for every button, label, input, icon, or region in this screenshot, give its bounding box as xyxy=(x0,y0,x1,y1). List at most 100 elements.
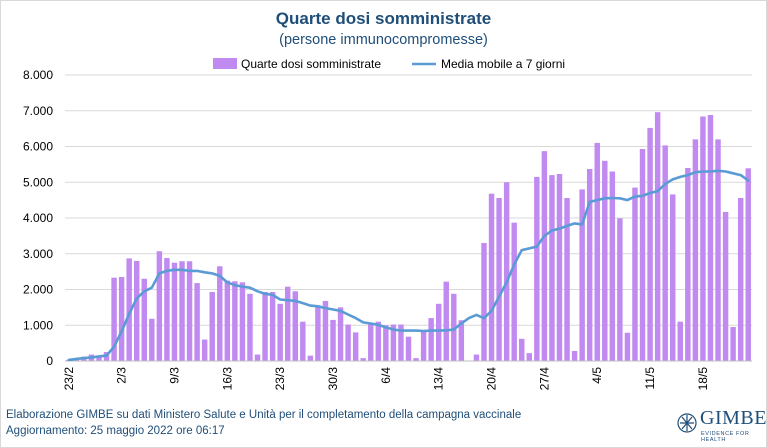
bar xyxy=(685,167,691,361)
y-tick-label: 8.000 xyxy=(23,68,53,82)
bar xyxy=(149,318,155,361)
bar xyxy=(315,307,321,361)
bar xyxy=(413,358,419,361)
x-tick-label: 11/5 xyxy=(643,367,657,390)
moving-average-line xyxy=(67,169,750,362)
bar xyxy=(375,321,382,361)
bar xyxy=(662,145,668,361)
bar xyxy=(126,258,132,361)
bar xyxy=(277,303,283,361)
x-tick-label: 6/4 xyxy=(379,367,393,384)
bar xyxy=(617,218,623,361)
bar xyxy=(722,211,729,361)
bar xyxy=(134,260,140,361)
bar xyxy=(609,171,616,361)
bar xyxy=(624,332,631,361)
bar xyxy=(549,175,555,361)
bar xyxy=(737,197,744,361)
y-tick-label: 6.000 xyxy=(23,140,53,154)
y-tick-label: 2.000 xyxy=(23,283,53,297)
bar xyxy=(526,353,533,361)
bar xyxy=(164,258,170,361)
bar xyxy=(307,355,314,361)
footer-source: Elaborazione GIMBE su dati Ministero Sal… xyxy=(6,409,522,421)
bar xyxy=(564,197,570,361)
bar xyxy=(141,278,147,361)
bar xyxy=(654,112,661,362)
bar xyxy=(481,243,487,361)
bar xyxy=(670,194,676,361)
bar xyxy=(269,292,276,361)
bar xyxy=(284,286,291,361)
x-tick-label: 23/2 xyxy=(62,367,76,391)
x-tick-label: 18/5 xyxy=(696,367,710,391)
bar xyxy=(96,355,102,361)
bar xyxy=(647,127,653,361)
bar xyxy=(571,350,578,361)
bar xyxy=(368,323,374,361)
bar xyxy=(707,115,714,361)
y-tick-label: 5.000 xyxy=(23,175,53,189)
bar xyxy=(360,358,366,361)
gimbe-logo-icon xyxy=(677,413,697,433)
y-tick-label: 0 xyxy=(46,354,53,368)
bar xyxy=(118,276,125,361)
bar xyxy=(383,325,389,361)
x-tick-label: 2/3 xyxy=(115,367,129,384)
bar xyxy=(337,307,344,361)
bar xyxy=(435,303,442,361)
bar xyxy=(496,197,502,361)
x-tick-label: 20/4 xyxy=(485,367,499,391)
bar xyxy=(405,336,412,361)
bar xyxy=(700,116,706,361)
bar xyxy=(209,292,215,361)
bar xyxy=(632,187,638,361)
bar xyxy=(602,160,608,361)
bar xyxy=(511,222,517,361)
bar xyxy=(473,354,480,361)
y-tick-label: 1.000 xyxy=(23,318,53,332)
bar xyxy=(534,176,540,361)
x-tick-label: 23/3 xyxy=(273,367,287,391)
bar xyxy=(186,261,193,361)
legend-label-bars: Quarte dosi somministrate xyxy=(241,57,381,71)
bar xyxy=(254,354,261,361)
bar xyxy=(677,321,683,361)
bar xyxy=(232,281,238,361)
bar xyxy=(488,193,495,361)
legend-label-line: Media mobile a 7 giorni xyxy=(441,57,565,71)
y-tick-label: 7.000 xyxy=(23,104,53,118)
bar xyxy=(300,321,306,361)
bar xyxy=(594,142,600,361)
bar xyxy=(322,300,329,361)
bar xyxy=(458,320,465,361)
x-tick-label: 30/3 xyxy=(326,367,340,391)
x-tick-label: 27/4 xyxy=(537,367,551,391)
bar xyxy=(519,338,525,361)
bar xyxy=(390,324,397,361)
bar xyxy=(451,293,457,361)
bar xyxy=(217,266,223,361)
logo-text: GIMBE xyxy=(700,407,767,429)
bar xyxy=(179,261,185,361)
y-tick-label: 4.000 xyxy=(23,211,53,225)
bar xyxy=(345,324,351,361)
bar xyxy=(443,281,449,361)
bar xyxy=(398,324,404,361)
x-tick-label: 9/3 xyxy=(167,367,181,384)
x-tick-label: 16/3 xyxy=(220,367,234,391)
bar xyxy=(201,339,208,361)
bar xyxy=(330,319,336,361)
bar xyxy=(586,169,593,361)
bar xyxy=(224,280,231,361)
bar xyxy=(352,332,359,361)
bar xyxy=(730,327,736,361)
bar xyxy=(156,251,163,361)
bar xyxy=(556,174,563,361)
x-tick-label: 4/5 xyxy=(590,367,604,384)
bar xyxy=(715,139,721,361)
bar xyxy=(428,318,434,361)
bar xyxy=(692,139,699,361)
chart-title: Quarte dosi somministrate xyxy=(275,9,492,28)
